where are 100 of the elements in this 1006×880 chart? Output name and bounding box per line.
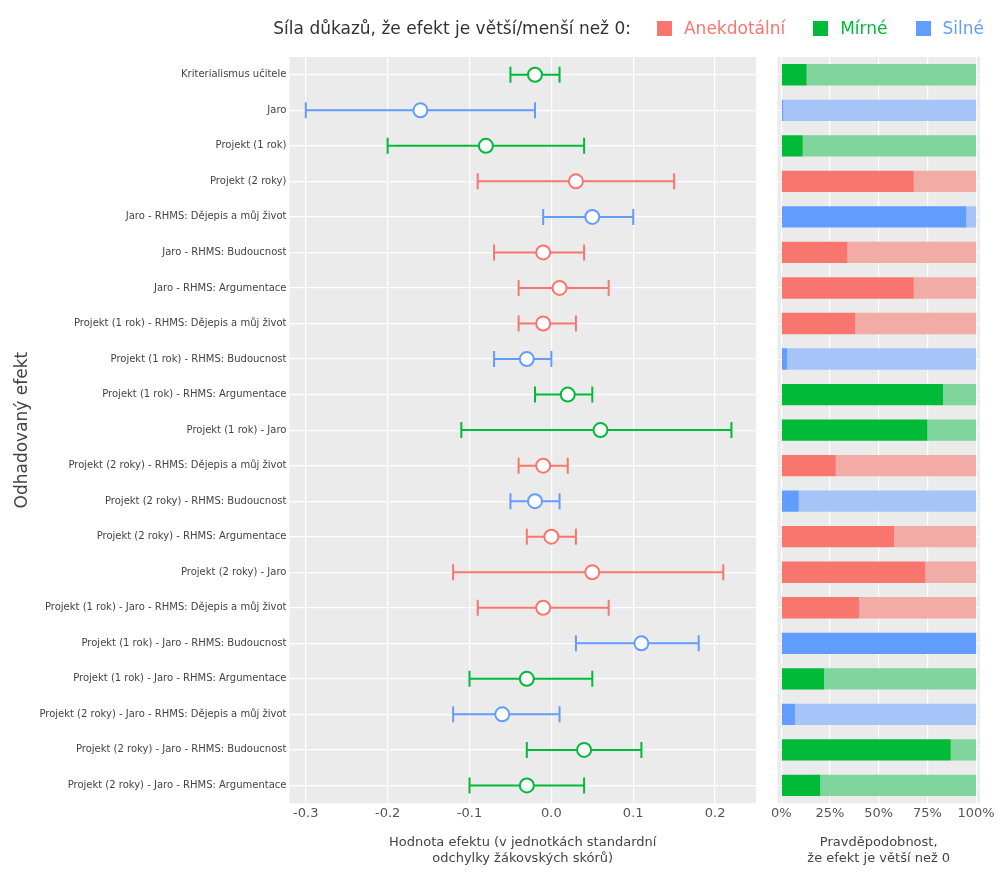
bar (835, 454, 977, 477)
bar (781, 170, 914, 193)
y-tick-label: Jaro - RHMS: Budoucnost (161, 246, 287, 258)
x-tick-label: -0.3 (293, 805, 319, 821)
bar (781, 668, 825, 690)
y-tick-label: Jaro - RHMS: Argumentace (152, 281, 287, 293)
y-tick-label: Jaro - RHMS: Dějepis a můj život (124, 210, 287, 222)
x-axis-title: Pravděpodobnost, že efekt je větší než 0 (807, 833, 951, 865)
bar (806, 64, 977, 86)
y-axis-title: Odhadovaný efekt (10, 351, 31, 509)
y-tick-label: Projekt (1 rok) - Jaro (186, 423, 287, 435)
point (526, 66, 543, 83)
y-tick-label: Projekt (1 rok) - RHMS: Budoucnost (110, 352, 287, 364)
y-tick-label: Projekt (1 rok) - Jaro - RHMS: Budoucnost (81, 636, 287, 648)
y-tick-label: Kriterialismus učitele (181, 68, 287, 80)
bar (781, 597, 860, 619)
point (526, 493, 543, 510)
x-tick-label: -0.2 (374, 805, 401, 821)
x-tick-label: 50% (864, 805, 894, 821)
point (518, 670, 535, 687)
point (551, 279, 568, 296)
point (518, 351, 535, 368)
point (535, 244, 552, 261)
bar (781, 490, 799, 512)
bar (781, 135, 803, 157)
x-tick-label: 0.2 (704, 805, 726, 821)
point (535, 457, 552, 474)
bar (781, 419, 928, 441)
bar (781, 632, 977, 654)
bar (927, 419, 977, 441)
point (584, 564, 601, 581)
x-tick-label: 0.0 (541, 805, 562, 821)
point (633, 635, 650, 652)
bar (942, 383, 977, 406)
text: Mírné (840, 18, 888, 38)
point (567, 173, 584, 190)
bar (966, 206, 977, 228)
x-tick-label: 75% (912, 805, 942, 821)
bar (859, 597, 977, 619)
x-tick-label: 25% (815, 805, 845, 821)
bar (847, 241, 977, 264)
x-tick-label: -0.1 (456, 805, 483, 821)
point (494, 706, 511, 723)
bar (855, 312, 977, 335)
point (477, 137, 494, 154)
bar (925, 561, 977, 583)
bar (781, 383, 943, 406)
bar (781, 206, 967, 228)
y-tick-label: Projekt (1 rok) - RHMS: Argumentace (102, 388, 287, 400)
bar (798, 490, 977, 512)
bar (787, 348, 977, 370)
bar (950, 739, 977, 761)
point (535, 599, 552, 616)
bar (781, 312, 856, 335)
y-tick-label: Projekt (2 roky) - RHMS: Argumentace (96, 530, 287, 542)
y-tick-label: Projekt (2 roky) (210, 174, 287, 186)
y-tick-label: Projekt (2 roky) - RHMS: Budoucnost (104, 494, 287, 506)
point (518, 777, 535, 794)
x-tick-label: 0.1 (622, 805, 644, 821)
y-tick-label: Projekt (1 rok) - RHMS: Dějepis a můj život (74, 317, 287, 329)
y-tick-label: Jaro (266, 103, 287, 115)
bar (802, 135, 977, 157)
y-tick-label: Projekt (1 rok) (215, 139, 287, 151)
y-tick-label: Projekt (2 roky) - RHMS: Dějepis a můj život (68, 459, 287, 471)
y-tick-label: Projekt (2 roky) - Jaro (180, 565, 287, 577)
bar (820, 774, 977, 797)
bar (781, 241, 848, 264)
x-axis-title: Hodnota efektu (v jednotkách standardní odchylky žákovských skórů) (389, 833, 657, 865)
point (543, 528, 560, 545)
bar (781, 64, 807, 86)
bar (913, 277, 977, 299)
x-tick-label: 100% (957, 805, 995, 821)
bar (913, 170, 977, 193)
y-tick-label: Projekt (2 roky) - Jaro - RHMS: Argumentace (67, 779, 287, 791)
bar (794, 703, 977, 726)
bar (781, 454, 836, 477)
bar (781, 348, 788, 370)
text: Silné (942, 18, 984, 38)
bar (824, 668, 977, 690)
bar (781, 561, 926, 583)
bar (781, 277, 914, 299)
point (592, 422, 609, 439)
text: Anekdotální (683, 18, 786, 38)
bar (894, 526, 977, 548)
point (412, 102, 429, 119)
y-tick-label: Projekt (2 roky) - Jaro - RHMS: Budoucnost (75, 743, 287, 755)
bar (783, 99, 977, 121)
bar (781, 739, 951, 761)
y-tick-label: Projekt (1 rok) - Jaro - RHMS: Argumentace (73, 672, 287, 684)
legend-title: Síla důkazů, že efekt je větší/menší než 0: (273, 18, 631, 38)
x-tick-label: 0% (771, 805, 792, 821)
y-tick-label: Projekt (1 rok) - Jaro - RHMS: Dějepis a můj život (44, 601, 287, 613)
point (576, 741, 593, 758)
point (535, 315, 552, 332)
y-tick-label: Projekt (2 roky) - Jaro - RHMS: Dějepis a můj život (39, 707, 287, 719)
bar (781, 526, 895, 548)
bar (781, 703, 795, 726)
point (584, 208, 601, 225)
point (559, 386, 576, 403)
bar (781, 774, 821, 797)
